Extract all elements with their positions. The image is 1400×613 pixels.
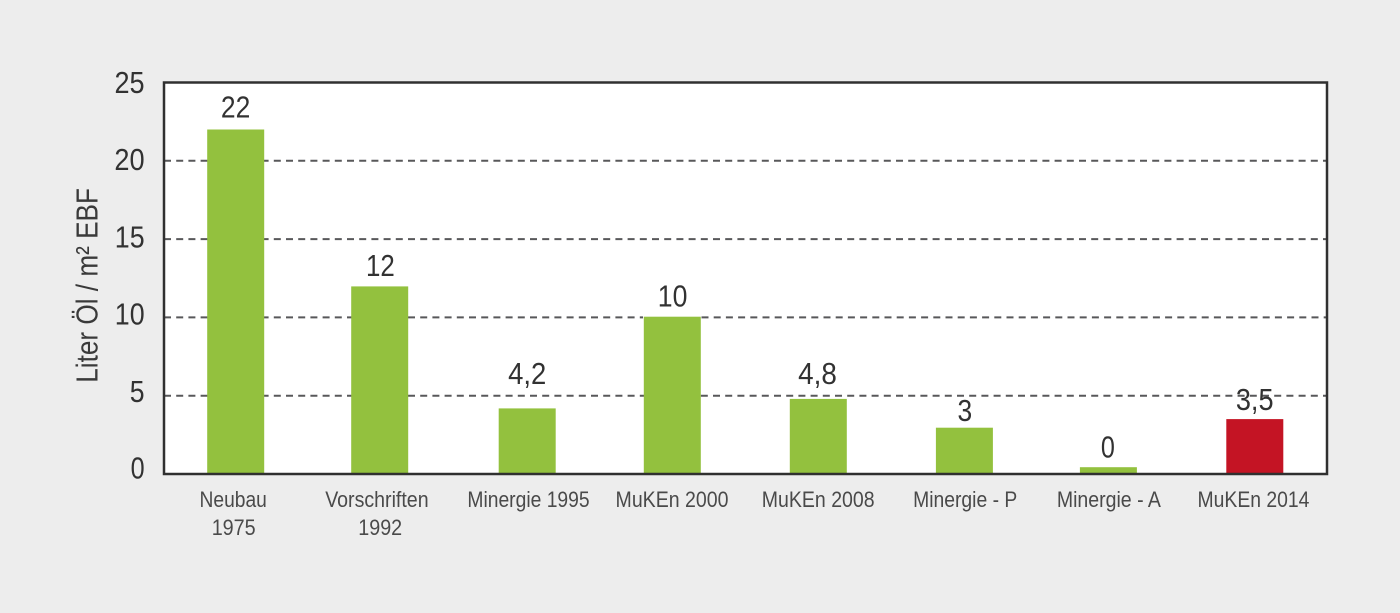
- svg-text:5: 5: [130, 374, 145, 409]
- svg-text:4,2: 4,2: [508, 356, 546, 391]
- svg-text:Liter Öl / m² EBF: Liter Öl / m² EBF: [70, 188, 105, 383]
- svg-text:20: 20: [114, 142, 144, 177]
- svg-text:12: 12: [366, 248, 395, 283]
- svg-text:3,5: 3,5: [1236, 382, 1274, 417]
- svg-text:Minergie - A: Minergie - A: [1057, 487, 1161, 512]
- svg-text:3: 3: [958, 393, 973, 428]
- svg-text:Minergie - P: Minergie - P: [913, 487, 1017, 512]
- svg-text:1975: 1975: [212, 515, 256, 540]
- svg-text:Minergie 1995: Minergie 1995: [467, 487, 589, 512]
- svg-text:10: 10: [115, 297, 145, 332]
- svg-text:0: 0: [131, 451, 145, 486]
- svg-text:4,8: 4,8: [798, 356, 837, 391]
- svg-text:15: 15: [115, 219, 145, 254]
- svg-text:10: 10: [658, 278, 688, 313]
- svg-text:1992: 1992: [358, 515, 402, 540]
- svg-text:0: 0: [1101, 429, 1115, 464]
- svg-text:MuKEn 2008: MuKEn 2008: [762, 487, 875, 512]
- svg-text:Vorschriften: Vorschriften: [325, 487, 428, 512]
- svg-text:MuKEn 2014: MuKEn 2014: [1198, 487, 1310, 512]
- svg-text:25: 25: [115, 65, 145, 100]
- svg-text:22: 22: [221, 90, 250, 125]
- svg-text:Neubau: Neubau: [200, 487, 267, 512]
- svg-text:MuKEn 2000: MuKEn 2000: [616, 487, 729, 512]
